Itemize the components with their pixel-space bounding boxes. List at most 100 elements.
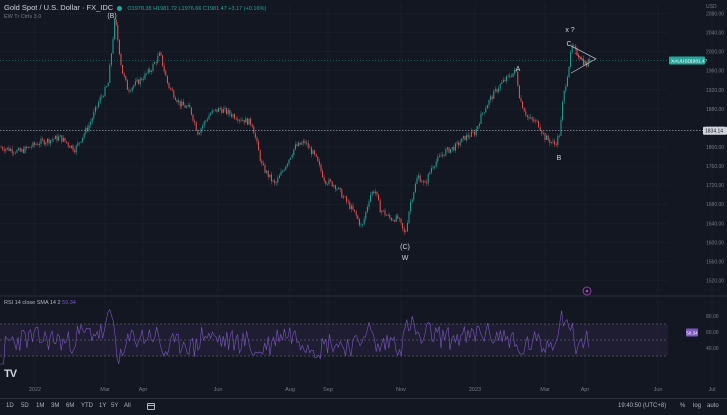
tf-1y[interactable]: 1Y <box>99 403 107 409</box>
symbol-legend[interactable]: Gold Spot / U.S. Dollar · FX_IDC O1978.3… <box>4 3 266 12</box>
candle-body <box>328 179 330 185</box>
triangle-pattern <box>570 45 597 74</box>
tf-ytd[interactable]: YTD <box>81 403 93 409</box>
candle-body <box>194 120 196 123</box>
candle-body <box>546 135 548 140</box>
candle-body <box>109 64 111 83</box>
candle-body <box>24 146 26 153</box>
candle-body <box>168 82 170 88</box>
candle-body <box>352 205 354 210</box>
candle-body <box>458 142 460 146</box>
tf-5y[interactable]: 5Y <box>111 403 119 409</box>
rsi-legend[interactable]: RSI 14 close SMA 14 2 59.34 <box>4 300 76 306</box>
tf-1m[interactable]: 1M <box>36 403 45 409</box>
candle-body <box>59 135 61 137</box>
candle-body <box>82 137 84 142</box>
candle-body <box>355 211 357 216</box>
tradingview-logo[interactable]: TV <box>4 368 17 380</box>
candle-body <box>371 191 373 195</box>
percent-toggle[interactable]: % <box>680 403 686 409</box>
candle-body <box>166 75 168 83</box>
candle-body <box>206 119 208 121</box>
candle-body <box>309 147 311 149</box>
candle-body <box>237 119 239 121</box>
candle-body <box>318 161 320 165</box>
candle-body <box>150 70 152 73</box>
candle-body <box>48 138 50 144</box>
candle-body <box>397 215 399 219</box>
auto-toggle[interactable]: auto <box>707 403 719 409</box>
candle-body <box>534 120 536 122</box>
candle-body <box>218 108 220 112</box>
candle-body <box>282 170 284 172</box>
candle-body <box>214 109 216 111</box>
price-tick-label: 2000.00 <box>706 50 724 56</box>
candle-body <box>35 144 37 145</box>
candle-body <box>438 155 440 157</box>
tf-6m[interactable]: 6M <box>66 403 75 409</box>
candle-body <box>6 147 8 149</box>
candle-body <box>376 191 378 195</box>
candle-body <box>170 87 172 89</box>
candle-body <box>115 19 117 26</box>
candle-body <box>91 118 93 123</box>
candle-body <box>38 144 40 146</box>
tf-5d[interactable]: 5D <box>21 403 29 409</box>
tf-all[interactable]: All <box>124 403 131 409</box>
candle-body <box>182 101 184 106</box>
candle-body <box>61 135 63 142</box>
candle-body <box>368 201 370 207</box>
hline-price-badge <box>703 126 727 135</box>
price-tick-label: 1680.00 <box>706 202 724 208</box>
candle-body <box>461 138 463 143</box>
candle-body <box>350 205 352 209</box>
candle-body <box>78 142 80 144</box>
candle-body <box>565 86 567 91</box>
tf-1d[interactable]: 1D <box>6 403 14 409</box>
candle-body <box>419 175 421 182</box>
candle-body <box>512 73 514 77</box>
candle-body <box>544 133 546 140</box>
price-tick-label: 1800.00 <box>706 145 724 151</box>
candle-body <box>413 192 415 200</box>
candle-body <box>437 156 439 162</box>
indicator-legend[interactable]: EW Tr Ctrls 3.0 <box>4 14 42 20</box>
candle-body <box>173 90 175 98</box>
candle-body <box>395 215 397 222</box>
candle-body <box>531 117 533 120</box>
candle-body <box>552 141 554 143</box>
candle-body <box>296 144 298 147</box>
rsi-tick-label: 60.00 <box>706 330 719 336</box>
candle-body <box>378 194 380 201</box>
candle-body <box>307 142 309 148</box>
candle-body <box>45 142 47 145</box>
candle-body <box>480 113 482 124</box>
candle-body <box>18 148 20 150</box>
candle-body <box>453 147 455 151</box>
candle-body <box>187 105 189 107</box>
candle-body <box>72 145 74 151</box>
candle-body <box>557 135 559 145</box>
tf-3m[interactable]: 3M <box>51 403 60 409</box>
ohlc-values: O1978.38 H1981.72 L1976.66 C1981.47 +3.1… <box>127 6 267 12</box>
price-tick-label: 1600.00 <box>706 240 724 246</box>
candle-body <box>280 171 282 176</box>
candle-body <box>88 124 90 131</box>
log-toggle[interactable]: log <box>693 403 702 409</box>
candle-body <box>126 80 128 90</box>
symbol-title[interactable]: Gold Spot / U.S. Dollar · FX_IDC <box>4 3 114 12</box>
rsi-label[interactable]: RSI 14 close SMA 14 2 <box>4 300 61 306</box>
clock[interactable]: 19:40:50 (UTC+8) <box>618 403 667 409</box>
calendar-icon[interactable] <box>147 403 155 410</box>
candle-body <box>491 96 493 99</box>
candle-body <box>509 75 511 77</box>
time-tick-label: Mar <box>540 387 550 393</box>
candle-body <box>467 134 469 137</box>
price-tick-label: 1880.00 <box>706 107 724 113</box>
candle-body <box>322 171 324 178</box>
candle-body <box>346 196 348 202</box>
candle-body <box>264 164 266 173</box>
candle-body <box>22 149 24 153</box>
